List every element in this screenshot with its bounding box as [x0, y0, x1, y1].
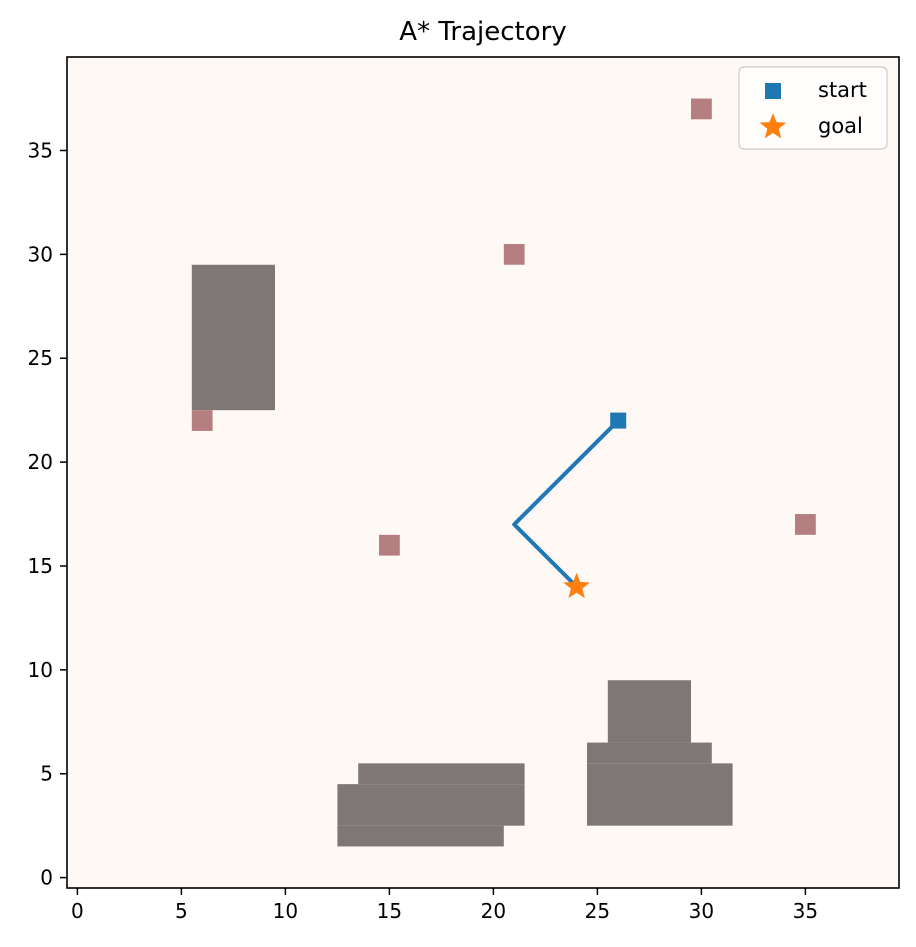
y-tick-label-30: 30 [28, 242, 53, 266]
marker-cell-2 [503, 243, 525, 265]
series-points-layer [563, 412, 627, 599]
x-tick-label-35: 35 [793, 899, 818, 923]
y-tick-label-5: 5 [40, 762, 53, 786]
x-tick-label-10: 10 [273, 899, 298, 923]
legend-goal-star-icon [759, 113, 787, 139]
x-tick-label-20: 20 [481, 899, 506, 923]
legend-label-start: start [818, 78, 867, 102]
y-tick-label-35: 35 [28, 138, 53, 162]
chart-title: A* Trajectory [399, 17, 566, 47]
trajectory-line [512, 418, 621, 589]
legend-start-square [765, 83, 781, 99]
y-tick-label-0: 0 [40, 866, 53, 890]
legend-goal-star [759, 113, 787, 139]
marker-cell-1 [691, 98, 712, 120]
y-tick-label-25: 25 [28, 346, 53, 370]
plot-background [67, 57, 899, 888]
x-tick-label-30: 30 [689, 899, 714, 923]
y-tick-label-10: 10 [28, 658, 53, 682]
y-tick-label-20: 20 [28, 450, 53, 474]
y-axis-ticks: 0 5 10 15 20 25 30 35 [28, 138, 67, 890]
obstacle-block-5 [587, 763, 733, 826]
plot-frame [66, 56, 900, 889]
obstacles-layer [191, 264, 733, 847]
obstacle-block-4 [358, 763, 525, 785]
legend: start goal [738, 66, 888, 150]
start-point [610, 412, 627, 429]
marker-cell-4 [379, 534, 400, 556]
x-tick-label-5: 5 [175, 899, 188, 923]
y-tick-label-15: 15 [28, 554, 53, 578]
obstacle-block-2 [337, 825, 504, 847]
trajectory-path-layer [512, 418, 621, 589]
legend-start-square-icon [765, 83, 781, 99]
markers-layer [191, 98, 816, 556]
x-axis-ticks: 0 5 10 15 20 25 30 35 [71, 888, 818, 923]
obstacle-block-1 [191, 264, 275, 411]
obstacle-block-3 [337, 784, 525, 826]
obstacle-block-6 [587, 742, 712, 764]
goal-point [563, 572, 590, 599]
x-tick-label-0: 0 [71, 899, 84, 923]
marker-cell-3 [191, 410, 213, 431]
obstacle-block-7 [607, 680, 691, 743]
x-tick-label-25: 25 [585, 899, 610, 923]
x-tick-label-15: 15 [377, 899, 402, 923]
marker-cell-5 [795, 514, 816, 535]
legend-label-goal: goal [818, 114, 863, 138]
